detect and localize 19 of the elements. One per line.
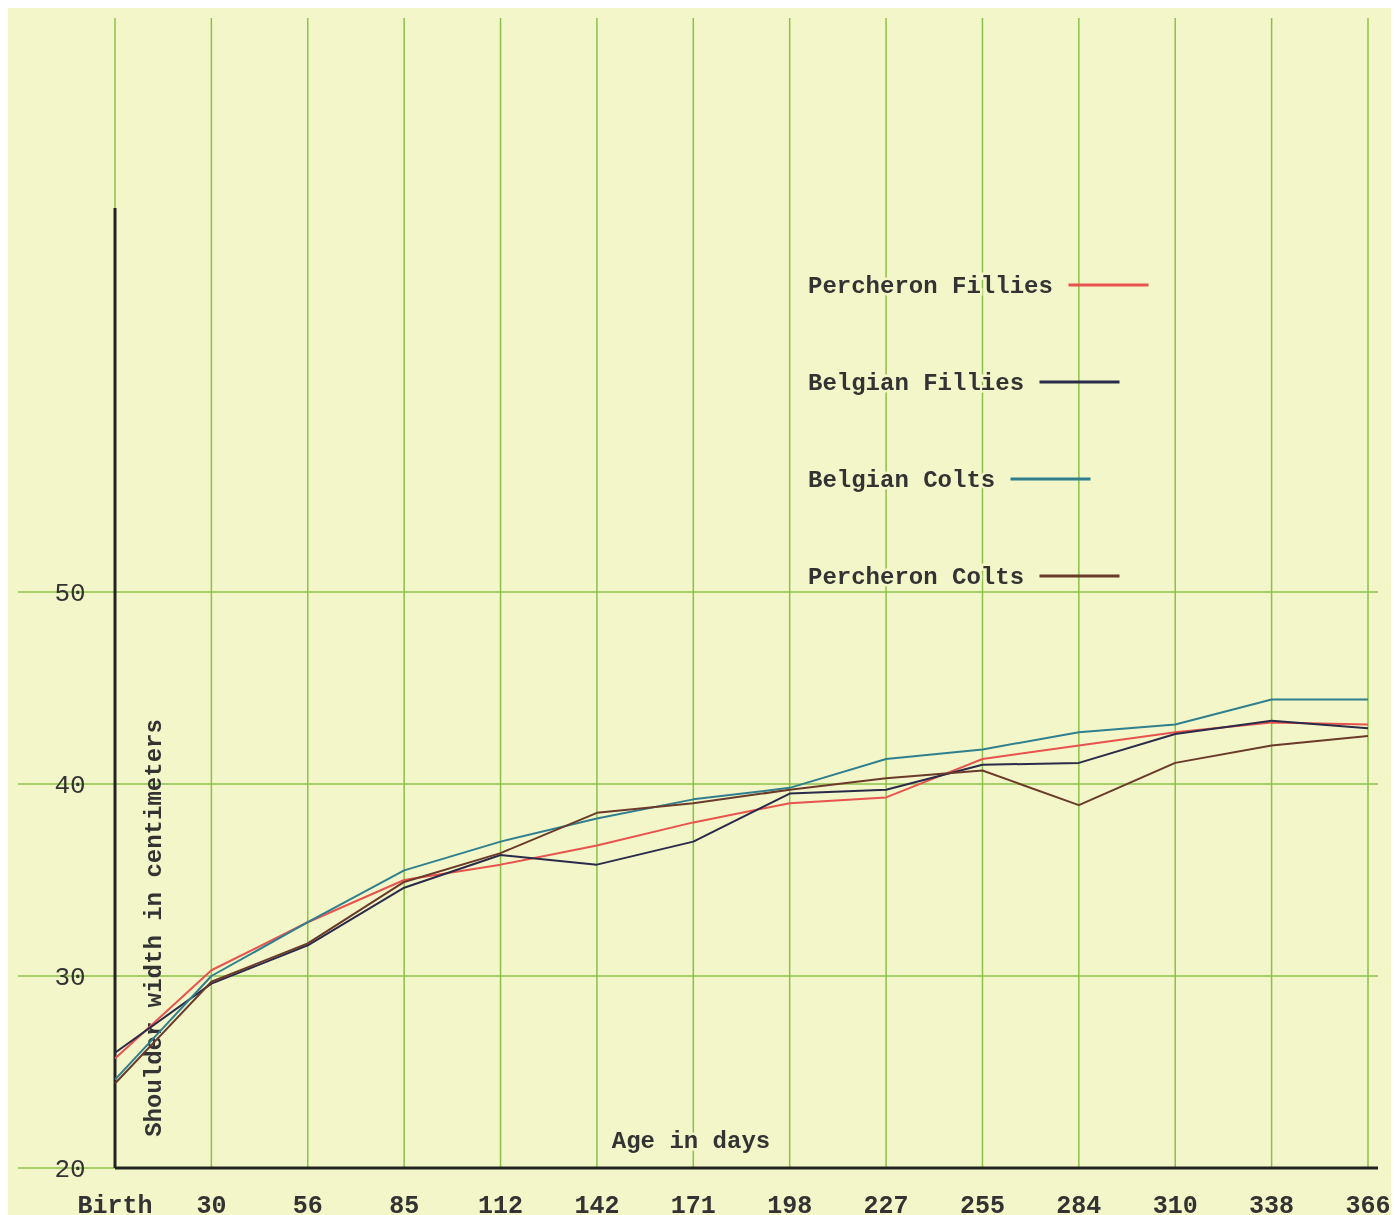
x-tick-label: 255 bbox=[959, 1192, 1005, 1215]
x-tick-label: 338 bbox=[1249, 1192, 1295, 1215]
x-tick-label: 56 bbox=[292, 1192, 323, 1215]
x-tick-label: 112 bbox=[478, 1192, 524, 1215]
x-tick-label: Birth bbox=[77, 1192, 153, 1215]
x-tick-label: 30 bbox=[196, 1192, 227, 1215]
x-tick-label: 366 bbox=[1345, 1192, 1391, 1215]
x-tick-label: 284 bbox=[1056, 1192, 1102, 1215]
y-tick-label: 50 bbox=[54, 579, 86, 610]
x-tick-label: 171 bbox=[670, 1192, 716, 1215]
x-tick-label: 85 bbox=[389, 1192, 420, 1215]
x-tick-label: 227 bbox=[863, 1192, 909, 1215]
y-axis-title: Shoulder width in centimeters bbox=[141, 719, 168, 1137]
x-tick-label: 310 bbox=[1152, 1192, 1198, 1215]
y-tick-label: 40 bbox=[54, 771, 86, 802]
x-tick-label: 142 bbox=[574, 1192, 620, 1215]
x-tick-label: 198 bbox=[767, 1192, 813, 1215]
y-tick-label: 20 bbox=[54, 1155, 86, 1186]
y-tick-label: 30 bbox=[54, 963, 86, 994]
